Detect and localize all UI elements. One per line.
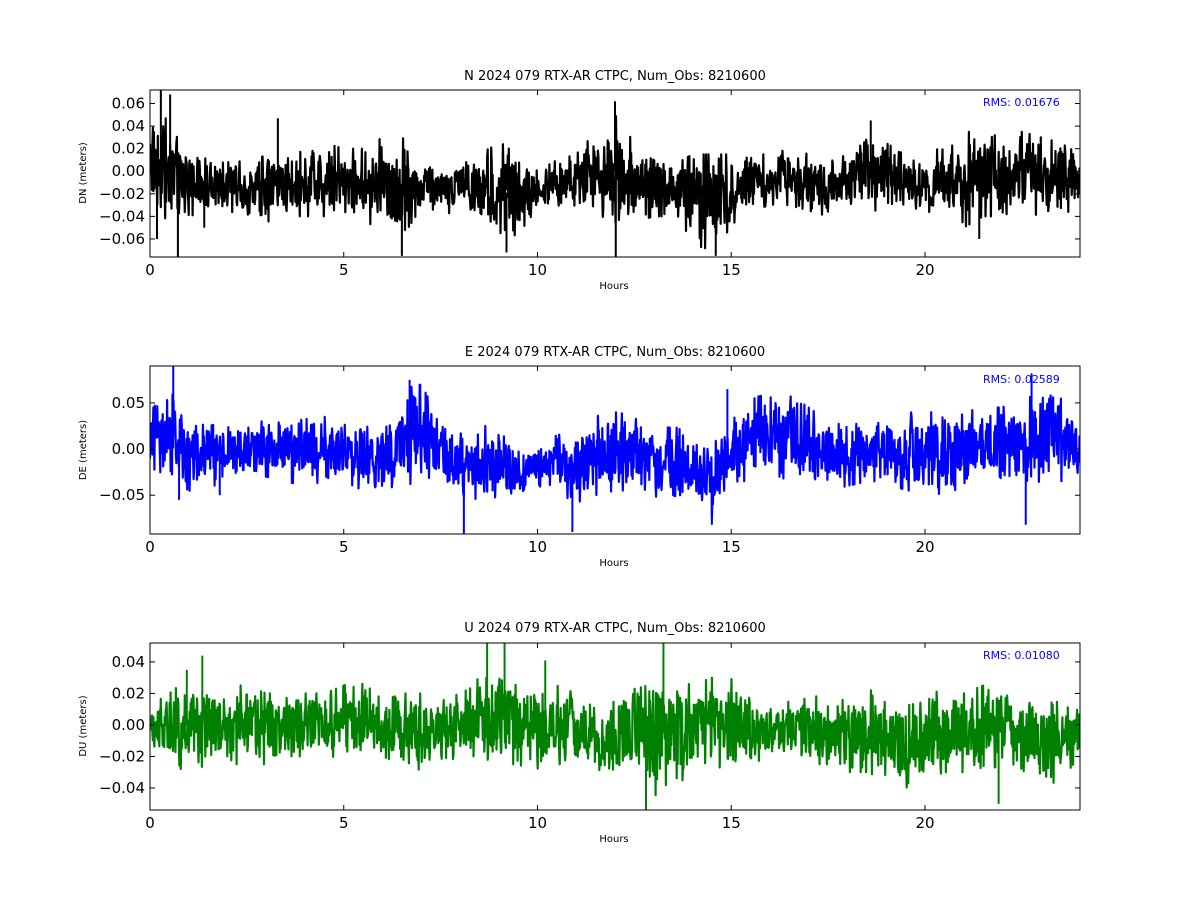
y-tick-label: 0.06	[112, 95, 145, 113]
plot-frame	[149, 365, 1081, 535]
x-tick-label: 20	[915, 261, 934, 279]
x-tick-label: 10	[528, 261, 547, 279]
y-tick-label: 0.00	[112, 162, 145, 180]
y-tick-label: 0.05	[112, 394, 145, 412]
y-tick-label: −0.05	[99, 486, 145, 504]
data-series-line	[150, 383, 1080, 520]
y-tick-label: 0.04	[112, 117, 145, 135]
x-tick-label: 5	[339, 261, 349, 279]
x-axis-label: Hours	[599, 281, 628, 292]
y-tick-label: −0.04	[99, 779, 145, 797]
trace-layer	[150, 643, 1080, 810]
tick-layer: 0 5 10 15 20 −0.04 −0.02 0.00 0.02 0.04	[99, 643, 1080, 832]
y-axis-label: DU (meters)	[78, 695, 89, 756]
x-tick-label: 20	[915, 538, 934, 556]
tick-layer: 0 5 10 15 20 −0.06 −0.04 −0.02 0.00 0.02 0.04 0.06	[99, 90, 1080, 279]
plot-frame	[149, 642, 1081, 811]
trace-layer	[150, 366, 1080, 534]
y-tick-label: −0.04	[99, 207, 145, 225]
subplot-north: N 2024 079 RTX-AR CTPC, Num_Obs: 8210600…	[78, 69, 1081, 292]
y-tick-label: 0.04	[112, 653, 145, 671]
y-tick-label: 0.02	[112, 684, 145, 702]
rms-annotation: RMS: 0.01676	[983, 96, 1060, 109]
x-tick-label: 0	[145, 261, 155, 279]
subplot-title: E 2024 079 RTX-AR CTPC, Num_Obs: 8210600	[465, 345, 765, 360]
rms-annotation: RMS: 0.02589	[983, 373, 1060, 386]
x-tick-label: 10	[528, 814, 547, 832]
x-tick-label: 10	[528, 538, 547, 556]
x-tick-label: 15	[722, 538, 741, 556]
x-axis-label: Hours	[599, 558, 628, 569]
y-axis-label: DN (meters)	[78, 142, 89, 204]
y-tick-label: −0.06	[99, 230, 145, 248]
y-axis-label: DE (meters)	[78, 420, 89, 480]
subplot-east: E 2024 079 RTX-AR CTPC, Num_Obs: 8210600…	[78, 345, 1081, 569]
plot-frame	[149, 89, 1081, 258]
tick-layer: 0 5 10 15 20 −0.05 0.00 0.05	[99, 366, 1080, 556]
rms-annotation: RMS: 0.01080	[983, 649, 1060, 662]
x-tick-label: 5	[339, 814, 349, 832]
y-tick-label: 0.02	[112, 140, 145, 158]
y-tick-label: −0.02	[99, 747, 145, 765]
y-tick-label: 0.00	[112, 440, 145, 458]
trace-layer	[150, 90, 1080, 257]
x-tick-label: 0	[145, 814, 155, 832]
y-tick-label: 0.00	[112, 716, 145, 734]
subplot-title: N 2024 079 RTX-AR CTPC, Num_Obs: 8210600	[464, 69, 766, 84]
x-axis-label: Hours	[599, 834, 628, 845]
x-tick-label: 0	[145, 538, 155, 556]
x-tick-label: 15	[722, 814, 741, 832]
x-tick-label: 20	[915, 814, 934, 832]
subplot-title: U 2024 079 RTX-AR CTPC, Num_Obs: 8210600	[464, 621, 766, 636]
y-tick-label: −0.02	[99, 185, 145, 203]
x-tick-label: 15	[722, 261, 741, 279]
data-series-line	[150, 676, 1080, 797]
x-tick-label: 5	[339, 538, 349, 556]
subplot-up: U 2024 079 RTX-AR CTPC, Num_Obs: 8210600…	[78, 621, 1081, 845]
